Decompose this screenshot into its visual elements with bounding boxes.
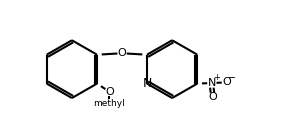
Text: N: N <box>208 78 216 88</box>
Text: +: + <box>213 73 220 82</box>
Text: O: O <box>118 48 126 58</box>
Text: O: O <box>222 77 231 87</box>
Text: −: − <box>227 73 236 83</box>
Text: N: N <box>142 77 152 90</box>
Text: O: O <box>105 87 114 97</box>
Text: methyl: methyl <box>93 99 125 108</box>
Text: O: O <box>208 92 217 102</box>
